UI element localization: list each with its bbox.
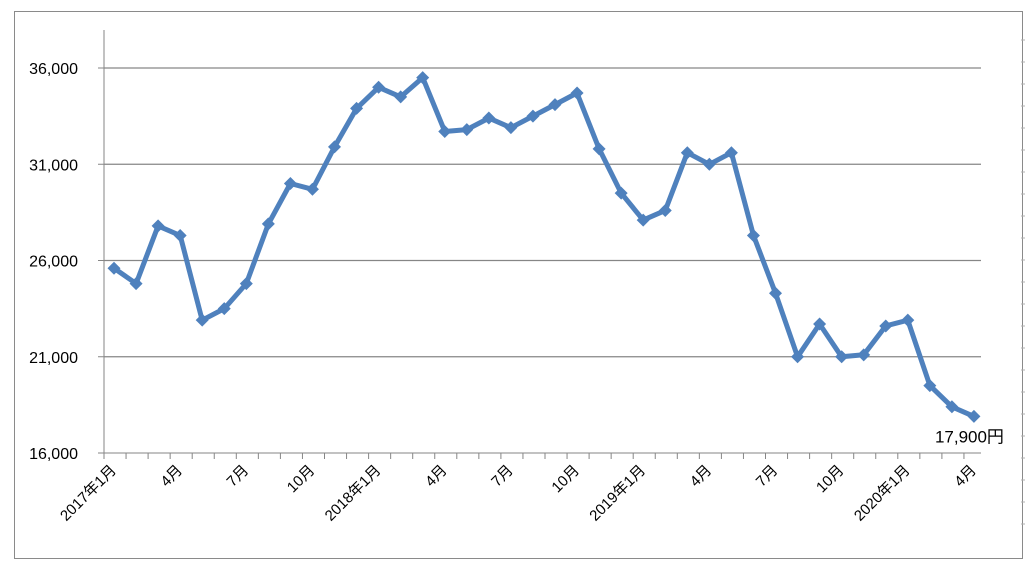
data-point [504, 121, 518, 135]
data-point [813, 317, 827, 331]
data-point [857, 348, 871, 362]
x-tick-label: 2018年1月 [322, 462, 385, 525]
data-point [261, 217, 275, 231]
data-point [548, 98, 562, 112]
x-tick-label: 10月 [813, 462, 847, 496]
x-tick-label: 2020年1月 [851, 462, 914, 525]
data-point [945, 400, 959, 414]
data-point [416, 71, 430, 85]
x-tick-label: 4月 [687, 462, 716, 491]
data-point [658, 203, 672, 217]
data-point [680, 146, 694, 160]
y-tick-label: 21,000 [29, 350, 78, 367]
data-point [195, 313, 209, 327]
data-point [923, 379, 937, 393]
data-point [791, 350, 805, 364]
data-point [283, 177, 297, 190]
y-tick-label: 31,000 [29, 157, 78, 174]
x-tick-label: 2019年1月 [586, 462, 649, 525]
series-markers [107, 71, 981, 423]
data-point [239, 277, 253, 291]
chart-frame [14, 11, 1023, 559]
data-point [967, 409, 981, 423]
x-axis-tick-labels: 2017年1月 4月 7月 10月 2018年1月 4月 7月 10月 2019年1月 4月 7月 1… [57, 462, 980, 525]
series-line [111, 75, 977, 419]
data-point [879, 319, 893, 333]
x-tick-label: 4月 [422, 462, 451, 491]
x-axis-tick-marks [103, 453, 965, 459]
x-tick-label: 10月 [548, 462, 582, 496]
data-point [129, 277, 143, 291]
data-point [328, 140, 341, 154]
data-point [372, 80, 386, 94]
data-point [769, 286, 782, 300]
data-point [614, 186, 628, 200]
y-axis-tick-labels: 16,000 21,000 26,000 31,000 36,000 [29, 61, 78, 463]
data-point [746, 228, 760, 242]
data-point [394, 90, 408, 104]
x-tick-label: 7月 [488, 462, 517, 491]
data-point [173, 228, 187, 242]
data-point [901, 313, 915, 327]
data-label: 17,900円 [935, 427, 1004, 446]
y-tick-label: 26,000 [29, 254, 78, 271]
x-tick-label: 7月 [753, 462, 782, 491]
x-tick-label: 4月 [951, 462, 980, 491]
data-point [835, 350, 849, 364]
data-point [636, 213, 650, 227]
gridlines [98, 67, 981, 454]
data-point [107, 261, 121, 275]
data-point [350, 101, 364, 115]
right-edge-marks [1021, 39, 1025, 525]
data-point [305, 182, 319, 196]
y-tick-label: 16,000 [29, 446, 78, 463]
data-point [460, 123, 474, 137]
data-point [570, 86, 584, 100]
data-point [151, 219, 165, 233]
data-point [702, 157, 716, 171]
x-tick-label: 7月 [224, 462, 253, 491]
x-tick-label: 2017年1月 [57, 462, 120, 525]
data-point [724, 146, 738, 160]
x-tick-label: 10月 [284, 462, 318, 496]
data-point [482, 111, 496, 125]
data-point [217, 302, 231, 316]
data-point [592, 142, 606, 156]
data-point [438, 125, 452, 139]
y-tick-label: 36,000 [29, 61, 78, 78]
annotations: 17,900円 [935, 427, 1004, 446]
data-point [526, 109, 540, 123]
x-tick-label: 4月 [157, 462, 186, 491]
